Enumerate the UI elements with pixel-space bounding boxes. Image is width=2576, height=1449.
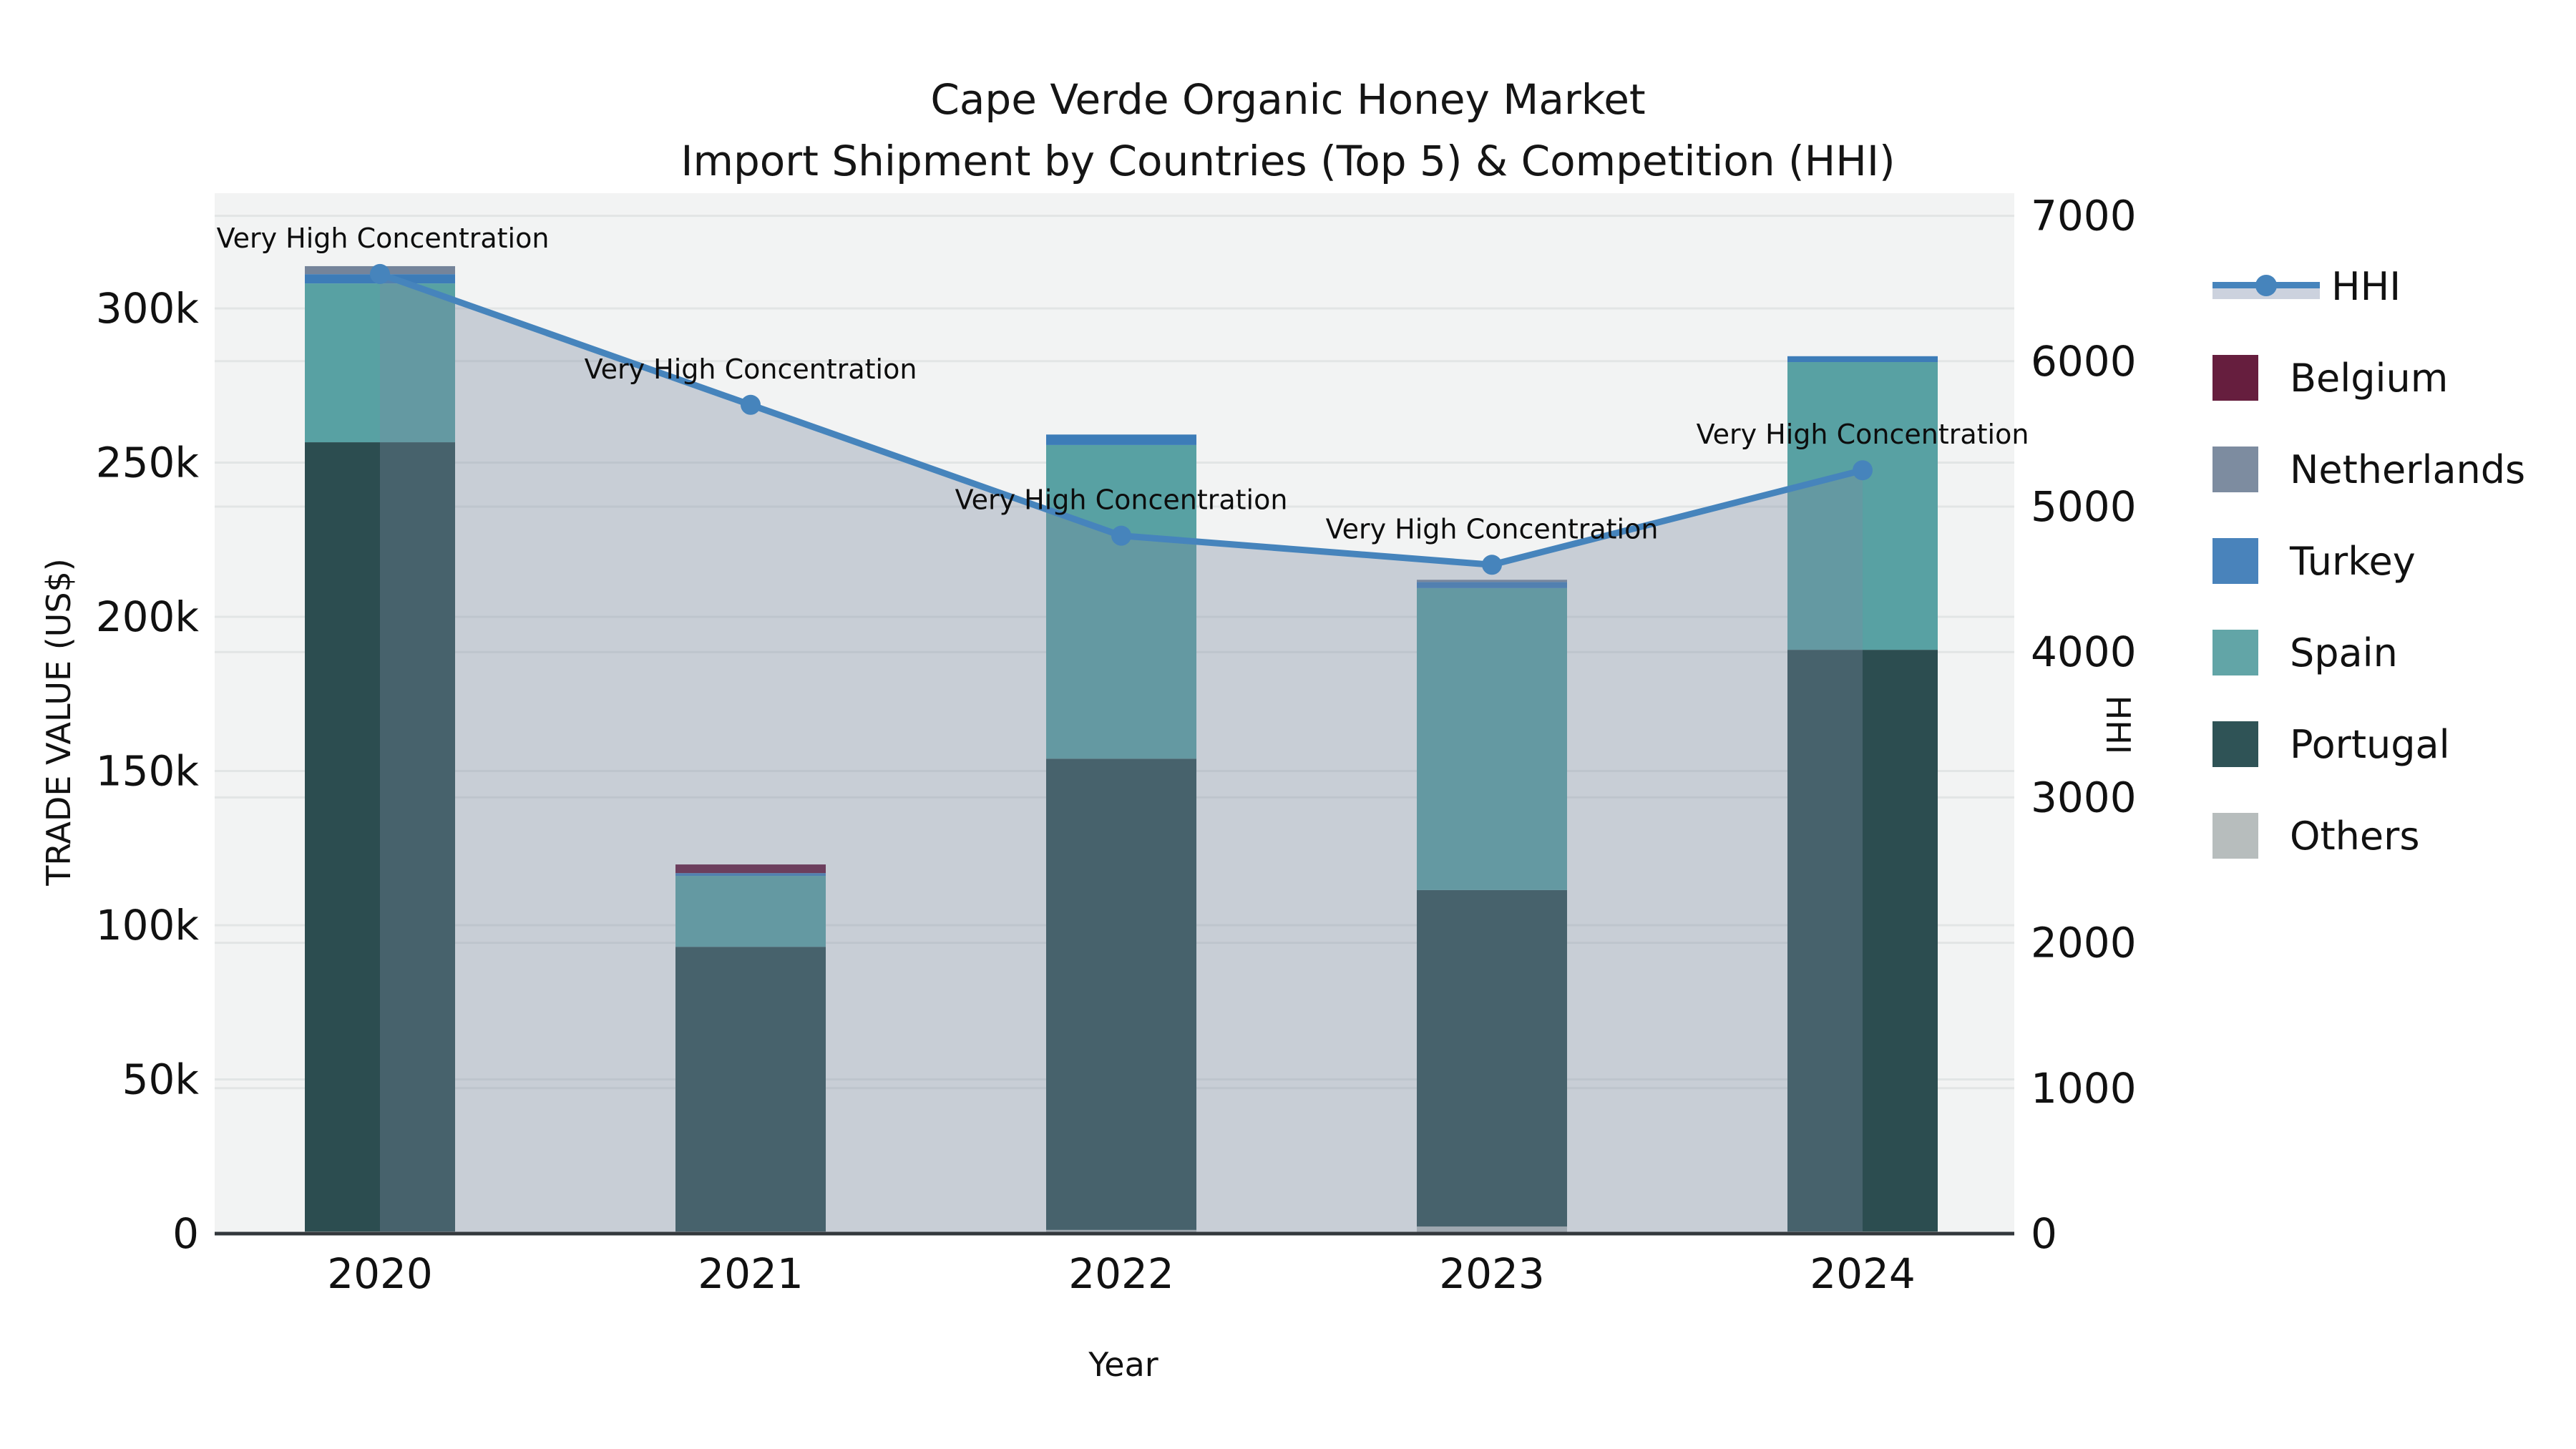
x-tick-2023: 2023 [1439,1249,1545,1298]
legend-swatch-portugal [2212,721,2258,767]
hhi-point-2021[interactable] [741,394,761,415]
y-left-tick-300k: 300k [96,284,200,333]
legend-label-others: Others [2290,813,2420,859]
legend-label-turkey: Turkey [2290,538,2416,584]
legend-label-hhi: HHI [2331,263,2401,309]
annotation-2020: Very High Concentration [217,223,550,254]
legend-swatch-belgium [2212,355,2258,401]
x-tick-2022: 2022 [1068,1249,1174,1298]
legend-item-turkey[interactable]: Turkey [2212,515,2525,607]
legend-label-portugal: Portugal [2290,721,2450,767]
bar-segment-portugal-2020[interactable] [305,442,455,1231]
chart-title-line1: Cape Verde Organic Honey Market [930,75,1646,124]
bar-segment-portugal-2022[interactable] [1046,758,1196,1230]
bar-segment-spain-2020[interactable] [305,283,455,443]
bar-segment-spain-2023[interactable] [1417,587,1567,890]
y-left-tick-100k: 100k [96,901,200,950]
y-right-tick-2000: 2000 [2031,919,2137,967]
y-right-tick-7000: 7000 [2031,192,2137,240]
legend-item-portugal[interactable]: Portugal [2212,698,2525,790]
x-tick-2021: 2021 [698,1249,804,1298]
legend-item-others[interactable]: Others [2212,790,2525,882]
y-right-tick-1000: 1000 [2031,1064,2137,1113]
x-axis-title: Year [1088,1345,1158,1384]
x-tick-2024: 2024 [1810,1249,1916,1298]
legend-label-spain: Spain [2290,630,2398,675]
y-left-tick-50k: 50k [122,1055,200,1104]
annotation-2023: Very High Concentration [1326,513,1659,545]
bar-segment-spain-2022[interactable] [1046,444,1196,759]
hhi-line-sample-icon [2212,263,2320,309]
hhi-point-2022[interactable] [1111,525,1131,546]
legend-item-spain[interactable]: Spain [2212,607,2525,698]
hhi-point-2023[interactable] [1482,555,1502,575]
y-axis-title-left: TRADE VALUE (US$) [39,558,78,886]
legend-item-hhi[interactable]: HHI [2212,240,2525,332]
y-left-tick-150k: 150k [96,747,200,796]
hhi-point-2020[interactable] [370,263,390,284]
legend-item-belgium[interactable]: Belgium [2212,332,2525,424]
y-right-tick-3000: 3000 [2031,773,2137,821]
y-right-tick-4000: 4000 [2031,628,2137,676]
bar-segment-portugal-2021[interactable] [675,947,826,1231]
legend-label-belgium: Belgium [2290,355,2449,401]
bar-segment-others-2023[interactable] [1417,1226,1567,1234]
bar-segment-spain-2021[interactable] [675,876,826,947]
hhi-area-fill [380,273,1863,1234]
bar-segment-others-2022[interactable] [1046,1229,1196,1234]
x-tick-2020: 2020 [327,1249,433,1298]
annotation-2021: Very High Concentration [585,353,917,385]
legend-label-netherlands: Netherlands [2290,447,2526,492]
bar-segment-spain-2024[interactable] [1787,361,1938,650]
legend: HHI Belgium Netherlands Turkey Spain Portugal… [2212,240,2525,882]
y-right-tick-6000: 6000 [2031,337,2137,386]
y-left-tick-200k: 200k [96,592,200,641]
bar-segment-turkey-2022[interactable] [1046,434,1196,445]
legend-swatch-others [2212,813,2258,859]
chart-title-line2: Import Shipment by Countries (Top 5) & C… [680,137,1896,185]
y-right-tick-5000: 5000 [2031,482,2137,531]
legend-swatch-spain [2212,630,2258,675]
chart-title: Cape Verde Organic Honey Market Import S… [0,69,2576,192]
y-left-tick-0: 0 [172,1209,199,1258]
bar-segment-belgium-2021[interactable] [675,864,826,874]
bar-segment-turkey-2021[interactable] [675,873,826,877]
legend-swatch-turkey [2212,538,2258,584]
annotation-2024: Very High Concentration [1697,419,2029,450]
bar-segment-netherlands-2023[interactable] [1417,580,1567,582]
bar-segment-turkey-2024[interactable] [1787,356,1938,362]
bar-segment-turkey-2023[interactable] [1417,582,1567,588]
y-axis-title-right: HHI [2099,695,2137,755]
legend-item-netherlands[interactable]: Netherlands [2212,424,2525,515]
y-left-tick-250k: 250k [96,439,200,487]
annotation-2022: Very High Concentration [955,484,1288,516]
bar-segment-portugal-2024[interactable] [1787,650,1938,1231]
y-right-tick-0: 0 [2031,1209,2057,1258]
legend-swatch-netherlands [2212,447,2258,492]
hhi-point-2024[interactable] [1853,460,1873,481]
bar-segment-portugal-2023[interactable] [1417,889,1567,1227]
